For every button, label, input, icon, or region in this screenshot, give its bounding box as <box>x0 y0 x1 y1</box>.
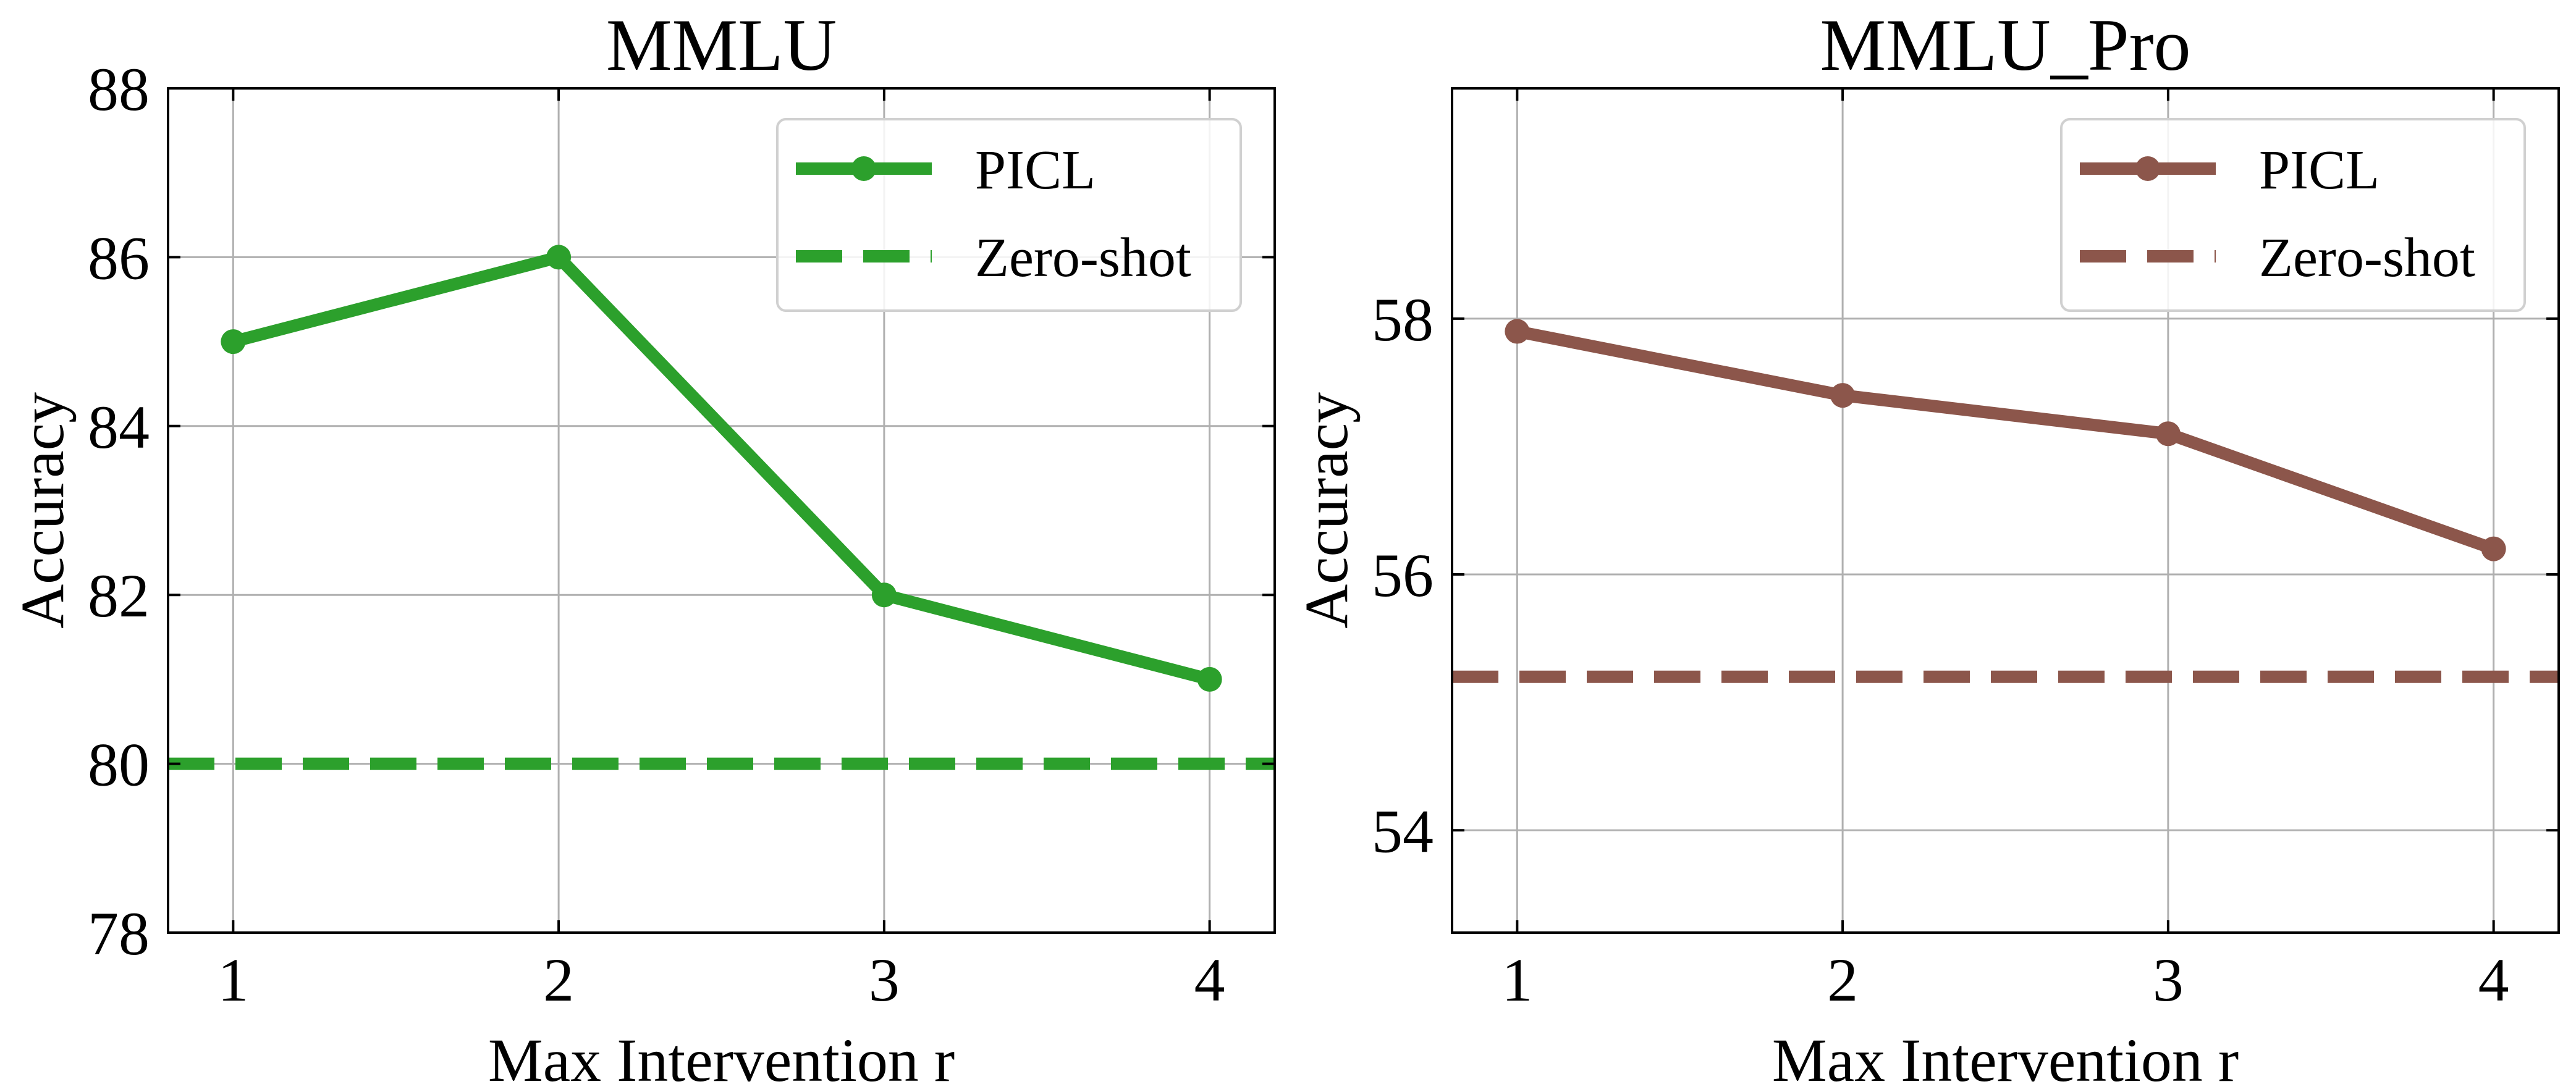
x-axis-label: Max Intervention r <box>488 1026 955 1092</box>
y-tick-label: 58 <box>1372 285 1434 354</box>
data-point-picl-3[interactable] <box>871 582 897 608</box>
legend-label-picl: PICL <box>2259 140 2380 201</box>
chart-title: MMLU_Pro <box>1820 4 2190 86</box>
y-tick-label: 78 <box>88 899 150 968</box>
series-line-picl <box>1511 325 2500 555</box>
data-point-picl-2[interactable] <box>546 245 572 270</box>
x-tick-label: 3 <box>2153 946 2184 1014</box>
data-point-picl-2[interactable] <box>1830 383 1856 408</box>
y-tick-label: 82 <box>88 561 150 630</box>
data-point-picl-4[interactable] <box>2481 536 2506 561</box>
x-tick-label: 3 <box>869 946 900 1014</box>
y-tick-label: 84 <box>88 393 150 461</box>
x-tick-label: 1 <box>1501 946 1532 1014</box>
axes-frame <box>167 87 1276 934</box>
data-point-picl-3[interactable] <box>2155 421 2181 447</box>
chart-panel-2: 1 2 3 4 54 56 58 MMLU_Pro Max Intervention r Accu… <box>1292 4 2560 1092</box>
legend: PICL Zero-shot <box>776 118 1242 312</box>
y-axis-label: Accuracy <box>8 392 77 629</box>
chart-title: MMLU <box>606 4 837 86</box>
y-axis-label: Accuracy <box>1292 392 1361 629</box>
legend: PICL Zero-shot <box>2060 118 2526 312</box>
x-tick-label: 4 <box>2478 946 2509 1014</box>
legend-label-zero-shot: Zero-shot <box>2259 227 2475 288</box>
data-point-picl-4[interactable] <box>1197 666 1222 692</box>
x-tick-label: 2 <box>1827 946 1858 1014</box>
data-point-picl-1[interactable] <box>221 329 246 355</box>
axes-frame <box>1451 87 2560 934</box>
legend-label-picl: PICL <box>975 140 1096 201</box>
y-tick-label: 86 <box>88 224 150 292</box>
y-tick-label: 80 <box>88 731 150 799</box>
chart-panel-1: 1 2 3 4 78 80 82 84 86 88 MMLU Max Intervention r Ac… <box>8 4 1276 1092</box>
y-tick-label: 56 <box>1372 541 1434 610</box>
legend-marker-picl <box>851 156 876 181</box>
legend-label-zero-shot: Zero-shot <box>975 227 1191 288</box>
x-tick-label: 2 <box>543 946 574 1014</box>
x-tick-label: 4 <box>1194 946 1225 1014</box>
y-tick-label: 88 <box>88 55 150 124</box>
series-line-picl <box>227 251 1216 686</box>
legend-marker-picl <box>2135 156 2160 181</box>
x-tick-label: 1 <box>217 946 248 1014</box>
data-point-picl-1[interactable] <box>1505 319 1530 344</box>
x-axis-label: Max Intervention r <box>1772 1026 2239 1092</box>
y-tick-label: 54 <box>1372 797 1434 865</box>
